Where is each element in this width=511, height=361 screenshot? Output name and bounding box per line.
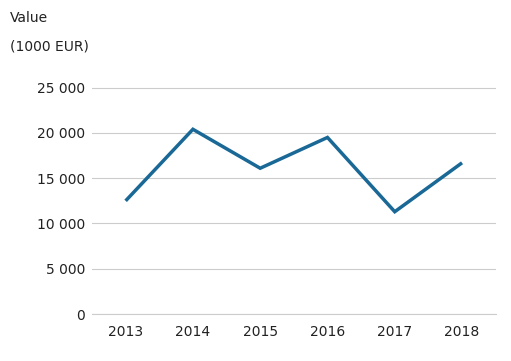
Text: (1000 EUR): (1000 EUR) [10,40,89,54]
Text: Value: Value [10,11,49,25]
